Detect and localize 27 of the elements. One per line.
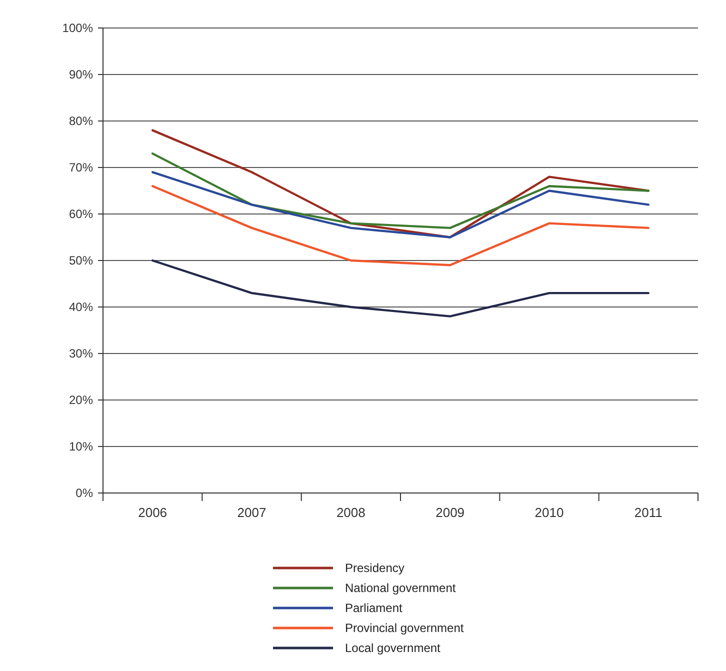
x-tick-label: 2007 — [237, 505, 266, 520]
y-tick-label: 50% — [68, 254, 94, 268]
y-tick-label: 10% — [68, 440, 94, 454]
x-tick-label: 2011 — [634, 505, 662, 520]
x-tick-label: 2010 — [534, 505, 564, 520]
x-tick-label: 2006 — [138, 505, 168, 520]
legend-label: National government — [345, 581, 456, 596]
x-tick-label: 2008 — [336, 505, 366, 520]
line-series — [151, 185, 650, 266]
line-series — [151, 152, 650, 230]
legend-label: Parliament — [345, 601, 404, 616]
y-tick-label: 100% — [62, 21, 94, 36]
y-tick-label: 30% — [68, 346, 94, 361]
y-tick-label: 20% — [68, 393, 94, 408]
line-series — [151, 171, 650, 238]
legend-label: Presidency — [345, 561, 404, 576]
y-tick-label: 60% — [68, 207, 94, 222]
y-tick-label: 40% — [68, 300, 94, 314]
y-tick-label: 0% — [76, 486, 94, 500]
x-tick-label: 2009 — [436, 505, 465, 520]
legend-label: Local government — [345, 641, 442, 656]
y-tick-label: 90% — [68, 68, 94, 82]
y-tick-label: 80% — [68, 114, 94, 128]
line-series — [151, 129, 650, 238]
y-tick-label: 70% — [68, 160, 94, 175]
line-series — [151, 259, 650, 318]
legend-label: Provincial government — [345, 621, 464, 636]
